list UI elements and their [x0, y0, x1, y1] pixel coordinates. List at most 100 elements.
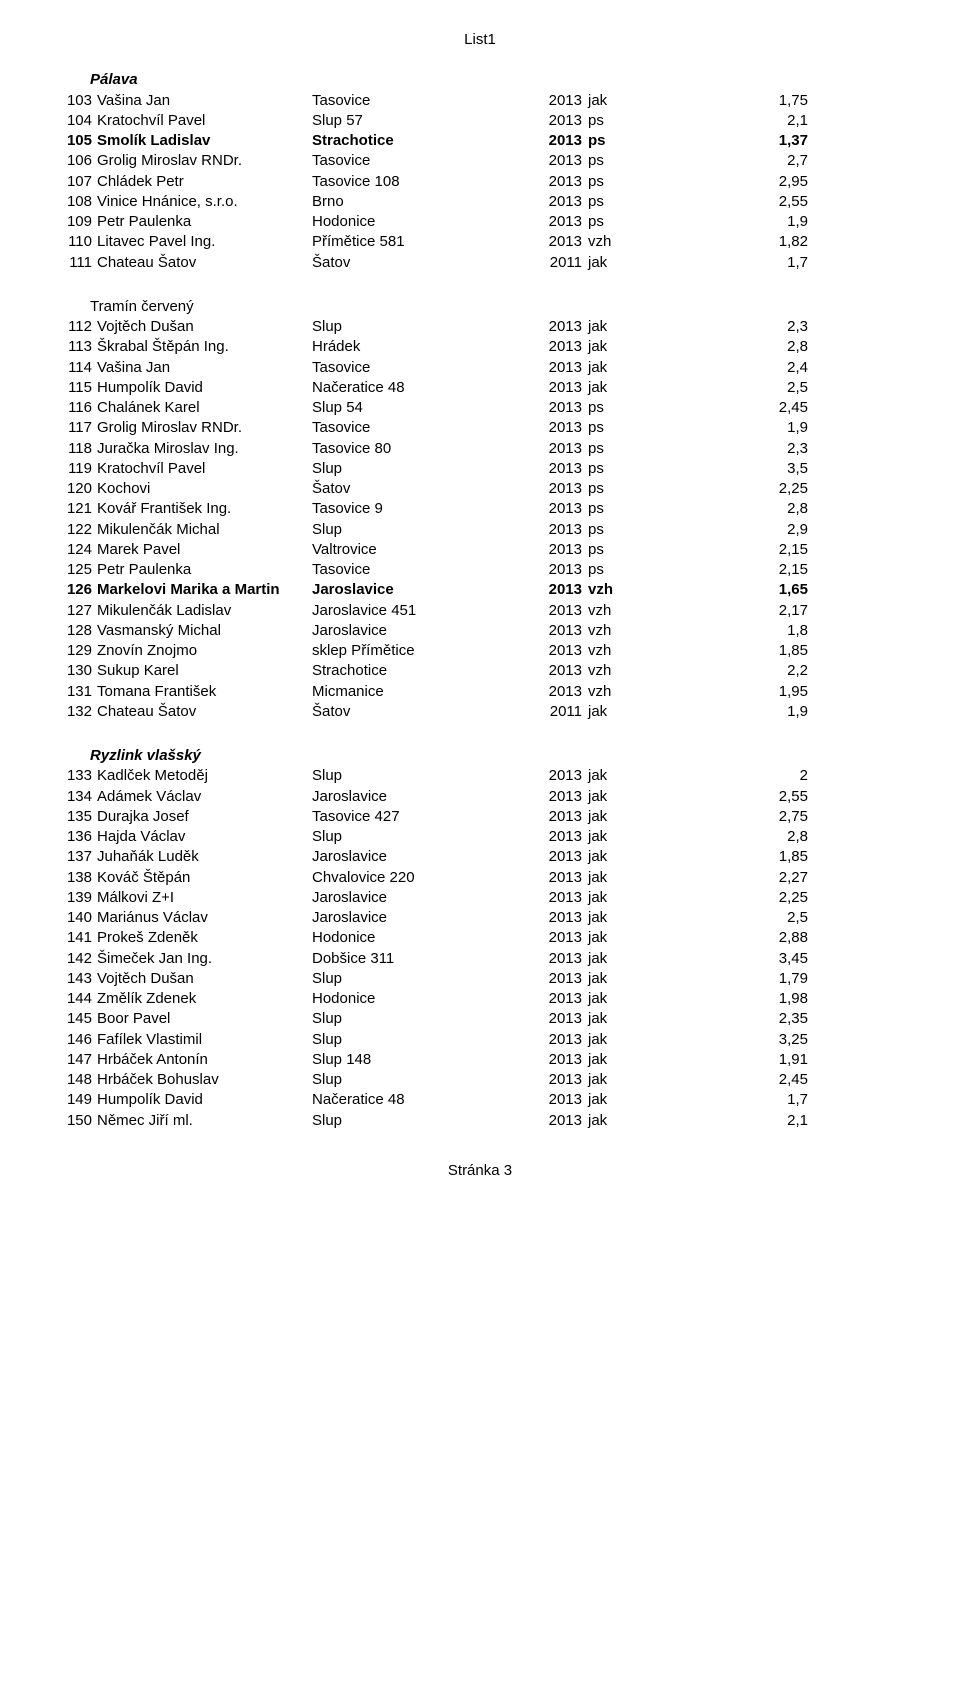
row-name: Smolík Ladislav — [92, 131, 312, 151]
row-location: Slup — [312, 1009, 522, 1029]
row-type: vzh — [582, 621, 628, 641]
row-year: 2013 — [522, 111, 582, 131]
row-number: 138 — [60, 868, 92, 888]
row-type: jak — [582, 358, 628, 378]
row-year: 2013 — [522, 232, 582, 252]
row-number: 119 — [60, 459, 92, 479]
table-row: 137Juhaňák LuděkJaroslavice2013jak1,85 — [60, 847, 900, 867]
row-number: 132 — [60, 702, 92, 722]
row-number: 128 — [60, 621, 92, 641]
row-type: jak — [582, 989, 628, 1009]
row-year: 2013 — [522, 787, 582, 807]
row-type: jak — [582, 949, 628, 969]
row-name: Mariánus Václav — [92, 908, 312, 928]
row-year: 2011 — [522, 253, 582, 273]
row-year: 2013 — [522, 1090, 582, 1110]
row-score: 1,98 — [628, 989, 808, 1009]
row-type: jak — [582, 317, 628, 337]
row-number: 126 — [60, 580, 92, 600]
row-score: 2,45 — [628, 1070, 808, 1090]
row-location: Hodonice — [312, 212, 522, 232]
row-name: Němec Jiří ml. — [92, 1111, 312, 1131]
row-number: 146 — [60, 1030, 92, 1050]
row-name: Vojtěch Dušan — [92, 317, 312, 337]
table-row: 103Vašina JanTasovice2013jak1,75 — [60, 91, 900, 111]
row-number: 118 — [60, 439, 92, 459]
table-row: 132Chateau ŠatovŠatov2011jak1,9 — [60, 702, 900, 722]
row-location: Chvalovice 220 — [312, 868, 522, 888]
row-number: 131 — [60, 682, 92, 702]
row-name: Petr Paulenka — [92, 212, 312, 232]
section-title: Tramín červený — [90, 297, 900, 317]
row-location: Jaroslavice — [312, 787, 522, 807]
row-score: 3,25 — [628, 1030, 808, 1050]
row-name: Fafílek Vlastimil — [92, 1030, 312, 1050]
row-type: jak — [582, 1050, 628, 1070]
row-number: 103 — [60, 91, 92, 111]
row-year: 2013 — [522, 1050, 582, 1070]
row-location: Slup — [312, 1030, 522, 1050]
row-number: 121 — [60, 499, 92, 519]
row-score: 3,45 — [628, 949, 808, 969]
row-number: 149 — [60, 1090, 92, 1110]
row-number: 148 — [60, 1070, 92, 1090]
row-score: 1,9 — [628, 418, 808, 438]
row-name: Petr Paulenka — [92, 560, 312, 580]
row-location: Tasovice 427 — [312, 807, 522, 827]
row-score: 2,88 — [628, 928, 808, 948]
row-number: 125 — [60, 560, 92, 580]
table-row: 122Mikulenčák MichalSlup2013ps2,9 — [60, 520, 900, 540]
row-type: ps — [582, 439, 628, 459]
row-number: 150 — [60, 1111, 92, 1131]
row-score: 2,8 — [628, 337, 808, 357]
row-year: 2013 — [522, 847, 582, 867]
row-type: jak — [582, 827, 628, 847]
row-score: 1,79 — [628, 969, 808, 989]
row-type: jak — [582, 969, 628, 989]
row-number: 137 — [60, 847, 92, 867]
row-number: 127 — [60, 601, 92, 621]
row-number: 145 — [60, 1009, 92, 1029]
row-number: 115 — [60, 378, 92, 398]
row-year: 2013 — [522, 580, 582, 600]
row-number: 141 — [60, 928, 92, 948]
row-location: Tasovice 108 — [312, 172, 522, 192]
row-location: Slup — [312, 969, 522, 989]
row-location: Načeratice 48 — [312, 1090, 522, 1110]
row-name: Markelovi Marika a Martin — [92, 580, 312, 600]
row-year: 2013 — [522, 1111, 582, 1131]
row-type: vzh — [582, 232, 628, 252]
row-score: 2,5 — [628, 378, 808, 398]
row-type: ps — [582, 540, 628, 560]
row-type: jak — [582, 1111, 628, 1131]
table-row: 146Fafílek VlastimilSlup2013jak3,25 — [60, 1030, 900, 1050]
row-score: 2,35 — [628, 1009, 808, 1029]
row-year: 2013 — [522, 212, 582, 232]
table-row: 140Mariánus VáclavJaroslavice2013jak2,5 — [60, 908, 900, 928]
row-number: 105 — [60, 131, 92, 151]
row-score: 2,15 — [628, 540, 808, 560]
row-name: Změlík Zdenek — [92, 989, 312, 1009]
row-name: Málkovi Z+I — [92, 888, 312, 908]
row-number: 117 — [60, 418, 92, 438]
row-year: 2013 — [522, 91, 582, 111]
row-number: 135 — [60, 807, 92, 827]
row-score: 2,5 — [628, 908, 808, 928]
row-number: 112 — [60, 317, 92, 337]
row-type: ps — [582, 459, 628, 479]
row-name: Kratochvíl Pavel — [92, 459, 312, 479]
row-location: Strachotice — [312, 661, 522, 681]
table-row: 109Petr PaulenkaHodonice2013ps1,9 — [60, 212, 900, 232]
row-type: jak — [582, 337, 628, 357]
row-number: 140 — [60, 908, 92, 928]
row-type: ps — [582, 111, 628, 131]
row-name: Kochovi — [92, 479, 312, 499]
row-location: Jaroslavice — [312, 888, 522, 908]
row-score: 2,2 — [628, 661, 808, 681]
table-row: 129Znovín Znojmosklep Přímětice2013vzh1,… — [60, 641, 900, 661]
table-row: 148Hrbáček BohuslavSlup2013jak2,45 — [60, 1070, 900, 1090]
row-score: 2,8 — [628, 499, 808, 519]
row-location: sklep Přímětice — [312, 641, 522, 661]
row-name: Chateau Šatov — [92, 253, 312, 273]
document-title: List1 — [464, 31, 496, 48]
